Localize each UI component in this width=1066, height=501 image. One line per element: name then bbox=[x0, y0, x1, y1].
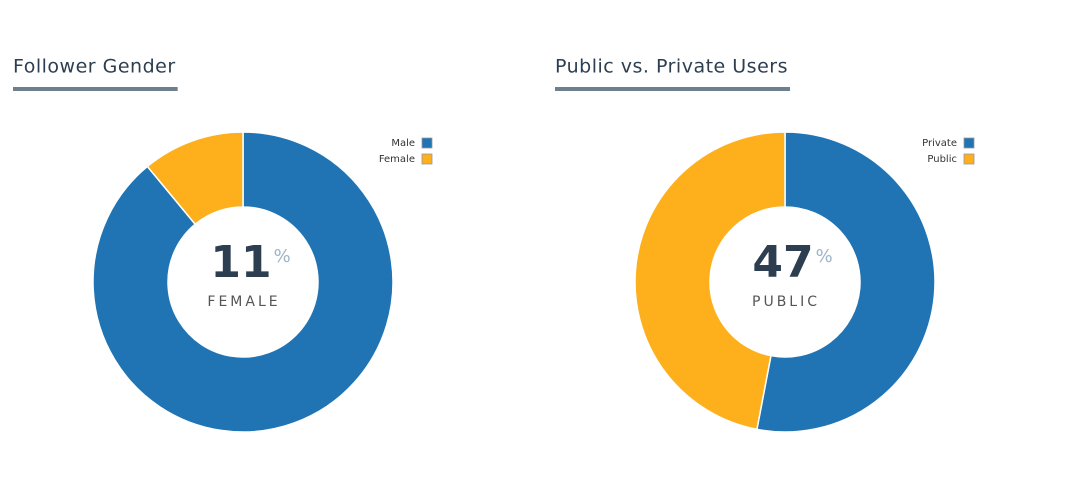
legend-swatch bbox=[421, 153, 433, 165]
chart-title: Follower Gender bbox=[13, 56, 176, 78]
legend-label: Female bbox=[379, 154, 415, 165]
legend-swatch bbox=[421, 137, 433, 149]
center-label: PUBLIC bbox=[752, 294, 820, 310]
legend-label: Male bbox=[391, 138, 415, 149]
title-underline bbox=[13, 87, 178, 91]
legend-label: Private bbox=[922, 138, 957, 149]
legend-swatch bbox=[963, 137, 975, 149]
legend-label: Public bbox=[927, 154, 957, 165]
donut-slice bbox=[634, 131, 786, 431]
center-unit: % bbox=[816, 246, 833, 267]
donut-slice bbox=[92, 131, 394, 433]
chart-title: Public vs. Private Users bbox=[555, 56, 788, 78]
donut-slice bbox=[756, 131, 936, 433]
center-unit: % bbox=[274, 246, 291, 267]
title-underline bbox=[555, 87, 790, 91]
center-value: 11 bbox=[210, 237, 271, 288]
legend-swatch bbox=[963, 153, 975, 165]
center-value: 47 bbox=[752, 237, 813, 288]
donut-slice bbox=[146, 131, 244, 226]
center-label: FEMALE bbox=[207, 294, 280, 310]
